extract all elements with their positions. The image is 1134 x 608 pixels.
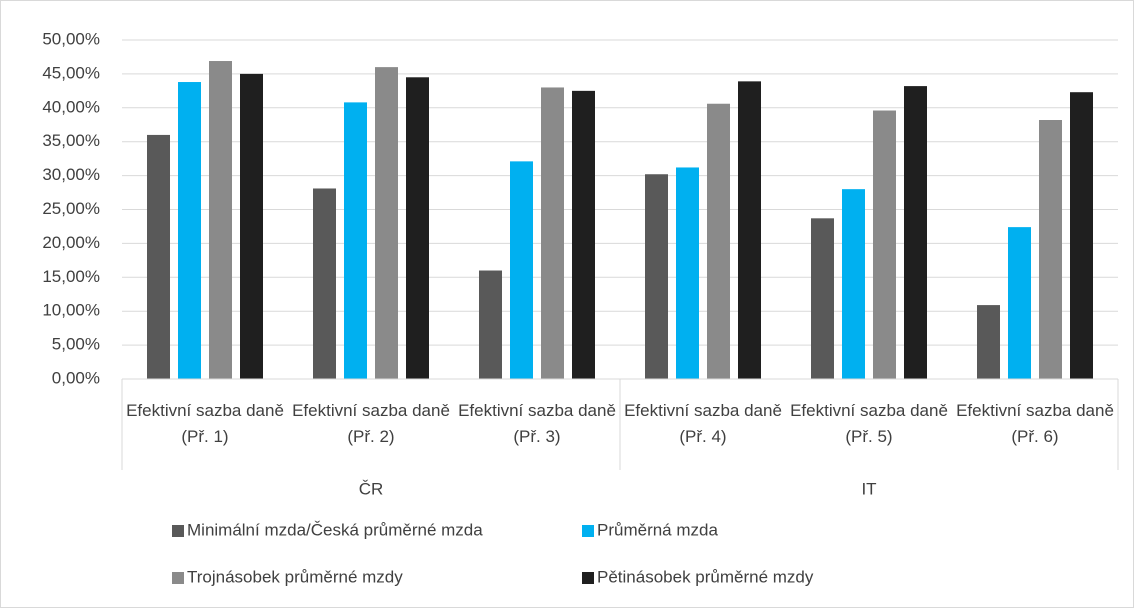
y-tick-label: 50,00% [42,29,100,48]
y-tick-label: 40,00% [42,97,100,116]
y-tick-label: 30,00% [42,165,100,184]
bar [313,188,336,379]
bar [977,305,1000,379]
y-tick-label: 35,00% [42,131,100,150]
x-tick-label: Efektivní sazba daně (Př. 1) [126,401,284,446]
legend-swatch [582,572,594,584]
bar [178,82,201,379]
bar [1039,120,1062,379]
legend-label: Průměrná mzda [597,520,718,539]
legend-swatch [172,525,184,537]
bar [209,61,232,379]
x-tick-label: Efektivní sazba daně (Př. 2) [292,401,450,446]
x-tick-label: Efektivní sazba daně (Př. 6) [956,401,1114,446]
bar [738,81,761,379]
bar [406,77,429,379]
legend-swatch [582,525,594,537]
bar [1070,92,1093,380]
x-tick-label: Efektivní sazba daně (Př. 3) [458,401,616,446]
group-label: ČR [359,479,384,498]
bar [240,73,263,380]
y-tick-label: 0,00% [52,368,100,387]
bar [811,218,834,379]
bar [479,270,502,379]
bar [1008,227,1031,379]
x-tick-label: Efektivní sazba daně (Př. 4) [624,401,782,446]
group-label: IT [861,479,876,498]
bar [375,67,398,380]
legend-label: Minimální mzda/Česká průměrné mzda [187,520,483,539]
y-tick-label: 45,00% [42,63,100,82]
bar [541,87,564,380]
legend-label: Trojnásobek průměrné mzdy [187,567,403,586]
bar [873,110,896,380]
x-tick-label: Efektivní sazba daně (Př. 5) [790,401,948,446]
y-tick-label: 10,00% [42,301,100,320]
bar [510,161,533,379]
y-tick-label: 25,00% [42,199,100,218]
bar [842,189,865,379]
bar [707,103,730,380]
bar [676,167,699,379]
legend-label: Pětinásobek průměrné mzdy [597,567,814,586]
bar [572,90,595,379]
y-tick-label: 20,00% [42,233,100,252]
bar [904,86,927,379]
bar [645,174,668,379]
legend-swatch [172,572,184,584]
bar [147,134,170,379]
y-tick-label: 5,00% [52,335,100,354]
bar [344,102,367,379]
y-tick-label: 15,00% [42,267,100,286]
